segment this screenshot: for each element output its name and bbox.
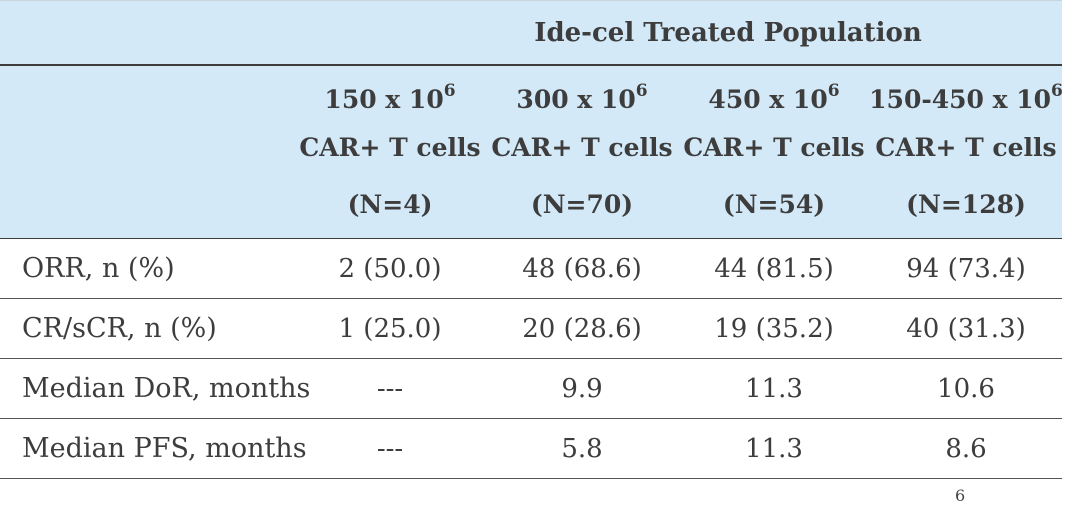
column-header-450: 450 x 106 CAR+ T cells (N=54) [678, 66, 870, 238]
row-label: ORR, n (%) [22, 253, 175, 284]
table-row-cr-scr: CR/sCR, n (%) 1 (25.0) 20 (28.6) 19 (35.… [0, 299, 1062, 358]
row-divider [0, 298, 1062, 299]
dose-exponent: 6 [827, 80, 840, 101]
table-cell: 94 (73.4) [906, 253, 1026, 284]
unit-label: CAR+ T cells [491, 133, 673, 162]
column-header-150: 150 x 106 CAR+ T cells (N=4) [294, 66, 486, 238]
n-label: (N=70) [530, 190, 634, 219]
row-divider [0, 418, 1062, 419]
table-cell: 44 (81.5) [714, 253, 834, 284]
table-row-orr: ORR, n (%) 2 (50.0) 48 (68.6) 44 (81.5) … [0, 239, 1062, 298]
dose-exponent: 6 [635, 80, 648, 101]
n-label: (N=128) [906, 190, 1026, 219]
header-divider [0, 64, 1062, 66]
unit-label: CAR+ T cells [683, 133, 865, 162]
table-cell: 5.8 [561, 433, 603, 464]
n-label: (N=4) [347, 190, 433, 219]
table-cell: 11.3 [745, 373, 803, 404]
efficacy-table: Ide-cel Treated Population 150 x 106 CAR… [0, 0, 1063, 479]
table-cell: 20 (28.6) [522, 313, 642, 344]
row-divider [0, 358, 1062, 359]
table-row-median-dor: Median DoR, months --- 9.9 11.3 10.6 [0, 359, 1062, 418]
table-cell: 48 (68.6) [522, 253, 642, 284]
column-header-row: 150 x 106 CAR+ T cells (N=4) 300 x 106 C… [0, 66, 1062, 238]
unit-label: CAR+ T cells [875, 133, 1057, 162]
column-header-300: 300 x 106 CAR+ T cells (N=70) [486, 66, 678, 238]
table-row-median-pfs: Median PFS, months --- 5.8 11.3 8.6 [0, 419, 1062, 478]
unit-label: CAR+ T cells [299, 133, 481, 162]
table-bottom-rule [0, 478, 1062, 479]
column-header-150-450: 150-450 x 106 CAR+ T cells (N=128) [869, 66, 1063, 238]
table-cell: 1 (25.0) [338, 313, 442, 344]
dose-label: 150 x 10 [324, 85, 444, 114]
empty-corner-cell [0, 66, 294, 238]
table-cell: 9.9 [561, 373, 603, 404]
table-header: Ide-cel Treated Population 150 x 106 CAR… [0, 0, 1063, 238]
table-cell: 40 (31.3) [906, 313, 1026, 344]
footnote-mark: 6 [955, 486, 966, 505]
dose-exponent: 6 [1051, 80, 1063, 101]
table-cell: --- [376, 433, 404, 464]
table-cell: --- [376, 373, 404, 404]
row-label: Median DoR, months [22, 373, 311, 404]
table-cell: 11.3 [745, 433, 803, 464]
table-cell: 8.6 [945, 433, 987, 464]
table-cell: 10.6 [937, 373, 995, 404]
table-cell: 2 (50.0) [338, 253, 442, 284]
group-title: Ide-cel Treated Population [534, 17, 922, 48]
group-header-row: Ide-cel Treated Population [0, 1, 1062, 64]
dose-label: 300 x 10 [516, 85, 636, 114]
n-label: (N=54) [722, 190, 826, 219]
top-rule [0, 0, 1062, 1]
header-bottom-rule [0, 238, 1062, 239]
row-label: Median PFS, months [22, 433, 307, 464]
dose-exponent: 6 [443, 80, 456, 101]
table-cell: 19 (35.2) [714, 313, 834, 344]
dose-label: 450 x 10 [708, 85, 828, 114]
dose-label: 150-450 x 10 [869, 85, 1052, 114]
row-label: CR/sCR, n (%) [22, 313, 217, 344]
